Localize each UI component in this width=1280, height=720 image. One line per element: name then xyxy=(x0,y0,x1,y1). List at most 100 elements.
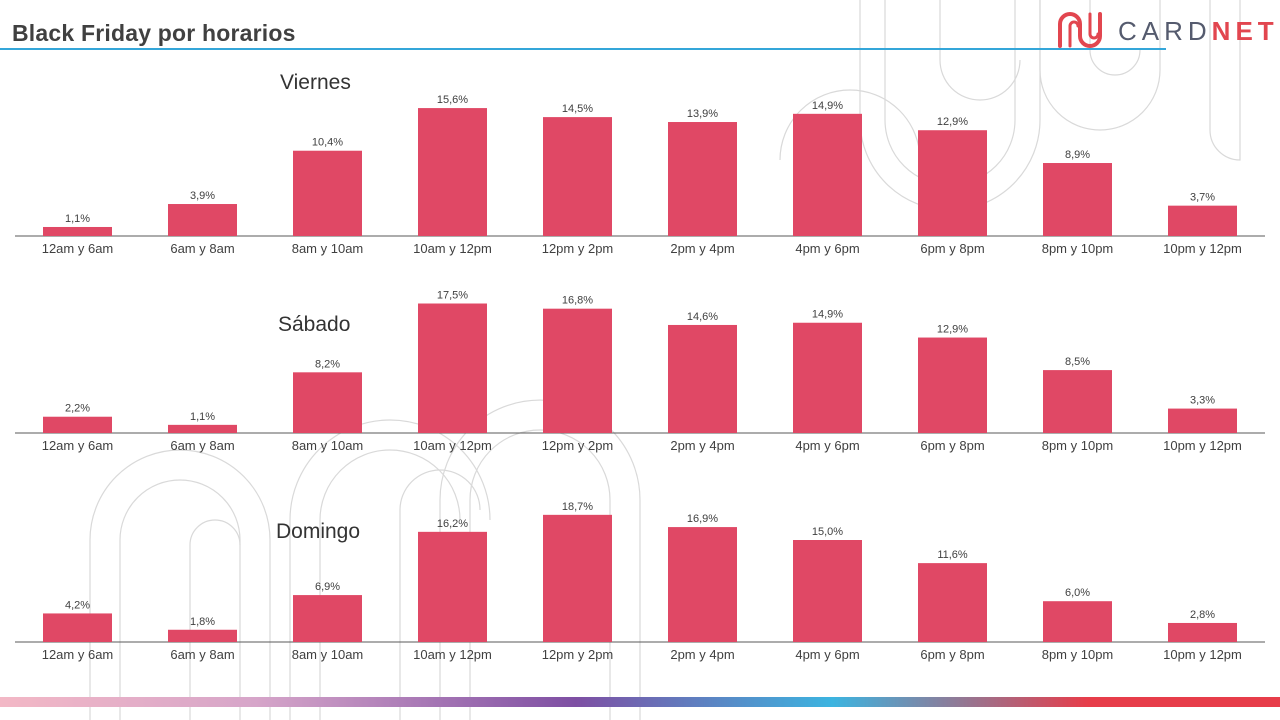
chart-sabado-svg: 2,2% 12am y 6am 1,1% 6am y 8am 8,2% 8am y 10a… xyxy=(15,290,1265,453)
cardnet-logo: CARDNET xyxy=(1056,10,1276,50)
data-label-viernes-4: 14,5% xyxy=(562,103,593,115)
bar-sabado-3 xyxy=(418,303,487,433)
chart-title-viernes: Viernes xyxy=(280,71,351,94)
tick-label-sabado-2: 8am y 10am xyxy=(292,438,364,453)
tick-label-sabado-5: 2pm y 4pm xyxy=(670,438,734,453)
tick-label-sabado-3: 10am y 12pm xyxy=(413,438,492,453)
bar-viernes-8 xyxy=(1043,163,1112,236)
data-label-viernes-7: 12,9% xyxy=(937,116,968,128)
tick-label-sabado-1: 6am y 8am xyxy=(170,438,234,453)
data-label-sabado-5: 14,6% xyxy=(687,311,718,323)
tick-label-viernes-3: 10am y 12pm xyxy=(413,241,492,256)
bar-domingo-5 xyxy=(668,527,737,642)
tick-label-domingo-9: 10pm y 12pm xyxy=(1163,647,1242,662)
bar-viernes-1 xyxy=(168,204,237,236)
tick-label-viernes-1: 6am y 8am xyxy=(170,241,234,256)
bar-sabado-1 xyxy=(168,424,237,433)
bar-viernes-5 xyxy=(668,122,737,236)
data-label-domingo-1: 1,8% xyxy=(190,616,215,628)
logo-text-card: CARD xyxy=(1118,16,1212,46)
bar-sabado-5 xyxy=(668,324,737,433)
bar-domingo-8 xyxy=(1043,601,1112,642)
data-label-domingo-6: 15,0% xyxy=(812,526,843,538)
data-label-sabado-7: 12,9% xyxy=(937,324,968,336)
logo-wordmark: CARDNET xyxy=(1118,16,1279,47)
chart-domingo: 4,2% 12am y 6am 1,8% 6am y 8am 6,9% 8am y 10a… xyxy=(15,501,1265,662)
cardnet-logo-icon xyxy=(1058,12,1102,48)
data-label-domingo-4: 18,7% xyxy=(562,501,593,513)
data-label-domingo-8: 6,0% xyxy=(1065,587,1090,599)
tick-label-domingo-0: 12am y 6am xyxy=(42,647,114,662)
data-label-domingo-7: 11,6% xyxy=(937,549,968,561)
bar-domingo-1 xyxy=(168,629,237,642)
data-label-viernes-1: 3,9% xyxy=(190,190,215,202)
tick-label-sabado-0: 12am y 6am xyxy=(42,438,114,453)
bar-sabado-7 xyxy=(918,337,987,433)
data-label-viernes-6: 14,9% xyxy=(812,100,843,112)
data-label-domingo-5: 16,9% xyxy=(687,513,718,525)
tick-label-viernes-9: 10pm y 12pm xyxy=(1163,241,1242,256)
data-label-sabado-4: 16,8% xyxy=(562,295,593,307)
bar-viernes-0 xyxy=(43,226,112,236)
tick-label-viernes-0: 12am y 6am xyxy=(42,241,114,256)
tick-label-domingo-6: 4pm y 6pm xyxy=(795,647,859,662)
logo-text-net: NET xyxy=(1211,16,1279,46)
bar-viernes-4 xyxy=(543,117,612,236)
data-label-sabado-0: 2,2% xyxy=(65,403,90,415)
data-label-sabado-3: 17,5% xyxy=(437,290,468,302)
bar-domingo-6 xyxy=(793,540,862,642)
bar-viernes-7 xyxy=(918,130,987,236)
bar-sabado-8 xyxy=(1043,370,1112,433)
bar-sabado-9 xyxy=(1168,408,1237,433)
tick-label-sabado-4: 12pm y 2pm xyxy=(542,438,614,453)
chart-sabado: 2,2% 12am y 6am 1,1% 6am y 8am 8,2% 8am y 10a… xyxy=(15,290,1265,453)
chart-title-sabado: Sábado xyxy=(278,313,351,336)
tick-label-viernes-7: 6pm y 8pm xyxy=(920,241,984,256)
data-label-domingo-2: 6,9% xyxy=(315,581,340,593)
tick-label-viernes-4: 12pm y 2pm xyxy=(542,241,614,256)
data-label-sabado-8: 8,5% xyxy=(1065,356,1090,368)
data-label-viernes-3: 15,6% xyxy=(437,94,468,106)
tick-label-domingo-5: 2pm y 4pm xyxy=(670,647,734,662)
chart-viernes: 1,1% 12am y 6am 3,9% 6am y 8am 10,4% 8am y 10… xyxy=(0,0,1280,260)
tick-label-sabado-6: 4pm y 6pm xyxy=(795,438,859,453)
tick-label-domingo-1: 6am y 8am xyxy=(170,647,234,662)
tick-label-domingo-3: 10am y 12pm xyxy=(413,647,492,662)
bar-domingo-9 xyxy=(1168,622,1237,642)
bar-sabado-2 xyxy=(293,372,362,433)
chart-title-domingo: Domingo xyxy=(276,520,361,543)
bar-viernes-6 xyxy=(793,113,862,236)
tick-label-viernes-5: 2pm y 4pm xyxy=(670,241,734,256)
tick-label-viernes-6: 4pm y 6pm xyxy=(795,241,859,256)
tick-label-domingo-2: 8am y 10am xyxy=(292,647,364,662)
bar-domingo-2 xyxy=(293,595,362,642)
tick-label-sabado-7: 6pm y 8pm xyxy=(920,438,984,453)
bar-sabado-4 xyxy=(543,308,612,433)
data-label-sabado-1: 1,1% xyxy=(190,411,215,423)
data-label-viernes-2: 10,4% xyxy=(312,137,343,149)
tick-label-domingo-4: 12pm y 2pm xyxy=(542,647,614,662)
bar-viernes-3 xyxy=(418,108,487,236)
tick-label-sabado-8: 8pm y 10pm xyxy=(1042,438,1114,453)
page-title: Black Friday por horarios xyxy=(12,20,296,46)
tick-label-viernes-8: 8pm y 10pm xyxy=(1042,241,1114,256)
data-label-viernes-8: 8,9% xyxy=(1065,149,1090,161)
data-label-sabado-6: 14,9% xyxy=(812,309,843,321)
title-underline xyxy=(0,48,1166,50)
chart-viernes-svg: 1,1% 12am y 6am 3,9% 6am y 8am 10,4% 8am y 10… xyxy=(15,94,1265,256)
bar-domingo-0 xyxy=(43,613,112,642)
bar-viernes-9 xyxy=(1168,205,1237,236)
tick-label-viernes-2: 8am y 10am xyxy=(292,241,364,256)
data-label-domingo-3: 16,2% xyxy=(437,518,468,530)
tick-label-domingo-8: 8pm y 10pm xyxy=(1042,647,1114,662)
bar-viernes-2 xyxy=(293,150,362,236)
data-label-viernes-9: 3,7% xyxy=(1190,192,1215,204)
tick-label-domingo-7: 6pm y 8pm xyxy=(920,647,984,662)
bar-domingo-7 xyxy=(918,563,987,642)
footer-gradient-bar xyxy=(0,697,1280,707)
bar-domingo-4 xyxy=(543,514,612,642)
data-label-domingo-0: 4,2% xyxy=(65,599,90,611)
data-label-sabado-9: 3,3% xyxy=(1190,395,1215,407)
data-label-viernes-5: 13,9% xyxy=(687,108,718,120)
data-label-viernes-0: 1,1% xyxy=(65,213,90,225)
